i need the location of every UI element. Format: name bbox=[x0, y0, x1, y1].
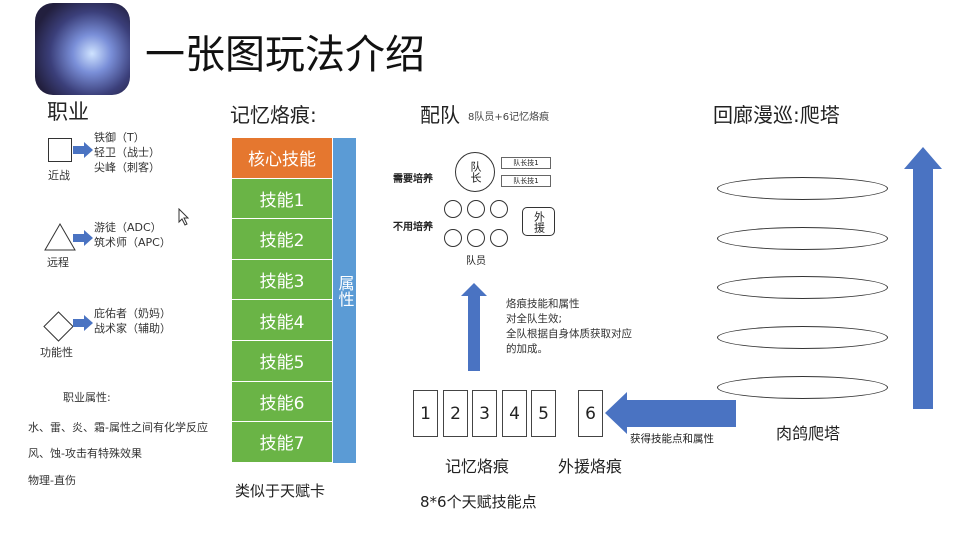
support-box-label: 外援 bbox=[532, 210, 546, 233]
memory-card: 1 bbox=[413, 390, 438, 437]
attribute-bar: 属性 bbox=[333, 138, 356, 463]
member-circle bbox=[490, 229, 508, 247]
leader-skill-box: 队长技1 bbox=[501, 157, 551, 169]
core-skill-block: 核心技能 bbox=[232, 138, 332, 179]
arrow-up-icon bbox=[904, 147, 942, 409]
cursor-icon bbox=[178, 208, 190, 226]
member-circle bbox=[467, 229, 485, 247]
ranged-list: 游徒（ADC） 筑术师（APC） bbox=[94, 220, 171, 250]
memory-card: 3 bbox=[472, 390, 497, 437]
leader-label: 队长 bbox=[469, 161, 482, 183]
tower-floor bbox=[717, 376, 888, 399]
tower-caption: 肉鸽爬塔 bbox=[776, 424, 841, 443]
tower-floor bbox=[717, 326, 888, 349]
attr-line: 风、蚀-攻击有特殊效果 bbox=[28, 447, 142, 460]
support-list: 庇佑者（奶妈） 战术家（辅助） bbox=[94, 306, 171, 336]
need-train-label: 需要培养 bbox=[393, 174, 433, 185]
support-card: 6 bbox=[578, 390, 603, 437]
tower-floor bbox=[717, 177, 888, 200]
arrow-right-icon bbox=[73, 142, 93, 158]
leader-skill-box: 队长技1 bbox=[501, 175, 551, 187]
memory-card: 2 bbox=[443, 390, 468, 437]
memory-card: 4 bbox=[502, 390, 527, 437]
diamond-shape bbox=[43, 311, 74, 342]
role-item: 尖峰（刺客） bbox=[94, 161, 160, 174]
member-circle bbox=[444, 200, 462, 218]
tower-floor bbox=[717, 227, 888, 250]
no-train-label: 不用培养 bbox=[393, 222, 433, 233]
gain-label: 获得技能点和属性 bbox=[630, 433, 714, 445]
attr-heading: 职业属性: bbox=[63, 391, 111, 404]
memory-card: 5 bbox=[531, 390, 556, 437]
effect-line: 的加成。 bbox=[506, 343, 548, 355]
support-box: 外援 bbox=[522, 207, 555, 236]
support-label: 功能性 bbox=[40, 346, 73, 359]
team-heading: 配队 bbox=[420, 103, 460, 127]
arrow-left-icon bbox=[605, 392, 736, 434]
member-circle bbox=[444, 229, 462, 247]
skill-block: 技能4 bbox=[232, 300, 332, 341]
skill-block: 技能3 bbox=[232, 259, 332, 301]
arrow-up-icon bbox=[461, 283, 487, 371]
page-title: 一张图玩法介绍 bbox=[145, 32, 425, 78]
skill-block: 技能5 bbox=[232, 341, 332, 382]
role-item: 游徒（ADC） bbox=[94, 221, 162, 234]
role-item: 筑术师（APC） bbox=[94, 236, 171, 249]
member-circle bbox=[467, 200, 485, 218]
tower-floor bbox=[717, 276, 888, 299]
role-item: 战术家（辅助） bbox=[94, 322, 171, 335]
team-subheading: 8队员+6记忆烙痕 bbox=[468, 112, 550, 123]
game-icon bbox=[35, 3, 130, 95]
role-item: 轻卫（战士） bbox=[94, 146, 160, 159]
effect-text: 烙痕技能和属性 对全队生效; 全队根据自身体质获取对应 的加成。 bbox=[506, 297, 632, 357]
tower-heading: 回廊漫巡:爬塔 bbox=[713, 103, 840, 127]
memory-heading: 记忆烙痕: bbox=[230, 103, 317, 127]
role-item: 铁御（T） bbox=[94, 131, 145, 144]
support-cards-label: 外援烙痕 bbox=[558, 457, 623, 476]
roles-heading: 职业 bbox=[47, 100, 89, 124]
member-circle bbox=[490, 200, 508, 218]
arrow-right-icon bbox=[73, 315, 93, 331]
leader-circle: 队长 bbox=[455, 152, 495, 192]
arrow-right-icon bbox=[73, 230, 93, 246]
role-item: 庇佑者（奶妈） bbox=[94, 307, 171, 320]
ranged-label: 远程 bbox=[47, 256, 69, 269]
skill-block: 技能1 bbox=[232, 178, 332, 220]
memory-caption: 类似于天赋卡 bbox=[235, 482, 326, 500]
attribute-label: 属性 bbox=[335, 274, 355, 307]
attr-line: 物理-直伤 bbox=[28, 474, 76, 487]
attr-line: 水、雷、炎、霜-属性之间有化学反应 bbox=[28, 421, 208, 434]
triangle-shape bbox=[44, 223, 76, 251]
effect-line: 全队根据自身体质获取对应 bbox=[506, 328, 632, 340]
members-label: 队员 bbox=[466, 256, 486, 267]
melee-list: 铁御（T） 轻卫（战士） 尖峰（刺客） bbox=[94, 130, 160, 175]
total-points: 8*6个天赋技能点 bbox=[420, 493, 537, 511]
skill-block: 技能2 bbox=[232, 219, 332, 260]
square-shape bbox=[48, 138, 72, 162]
effect-line: 烙痕技能和属性 bbox=[506, 298, 580, 310]
skill-block: 技能6 bbox=[232, 381, 332, 423]
melee-label: 近战 bbox=[48, 169, 70, 182]
skill-block: 技能7 bbox=[232, 422, 332, 463]
cards-label: 记忆烙痕 bbox=[445, 457, 510, 476]
effect-line: 对全队生效; bbox=[506, 313, 563, 325]
